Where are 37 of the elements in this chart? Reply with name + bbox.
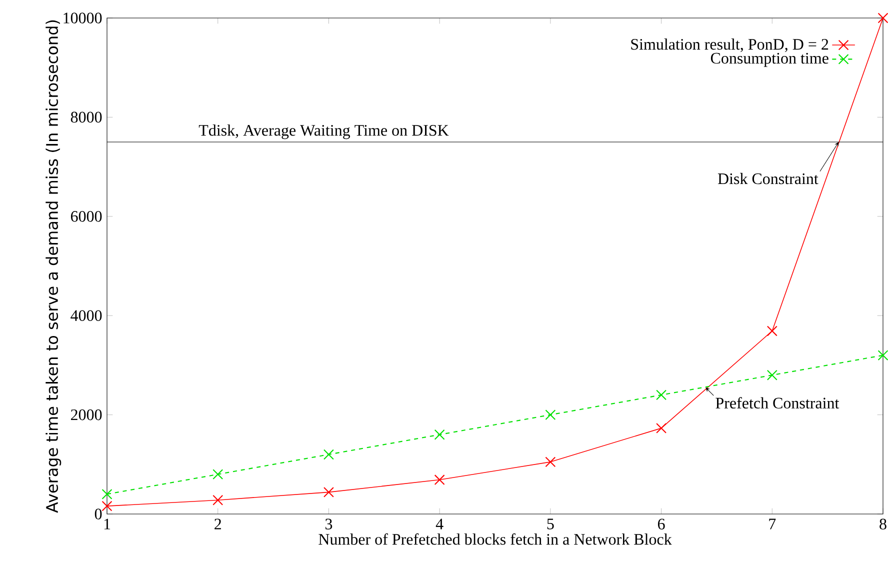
y-tick-label: 4000	[70, 310, 102, 321]
x-tick-label: 7	[769, 518, 776, 530]
point	[656, 390, 667, 400]
x-tick-label: 8	[880, 518, 886, 530]
annotation: Disk Constraint	[718, 172, 818, 184]
y-tick-label: 0	[94, 508, 102, 520]
point	[212, 469, 224, 480]
point	[878, 350, 888, 361]
point	[545, 456, 556, 468]
point	[212, 494, 224, 506]
x-axis-title: Number of Prefetched blocks fetch in a Network Block	[318, 533, 672, 545]
point	[323, 486, 334, 498]
point	[102, 488, 112, 500]
point	[323, 449, 334, 460]
ref-line-label: Tdisk, Average Waiting Time on DISK	[198, 124, 449, 140]
point	[766, 326, 778, 336]
point	[434, 429, 445, 440]
point	[434, 474, 445, 486]
point	[878, 12, 888, 24]
point	[102, 500, 112, 512]
y-tick-label: 10000	[64, 12, 102, 24]
y-tick-label: 2000	[71, 409, 102, 420]
x-tick-label: 3	[325, 518, 332, 530]
point	[545, 410, 556, 420]
y-axis-title: Average time taken to serve a demand miss (In microsecond)	[46, 20, 62, 513]
annotation: Prefetch Constraint	[716, 397, 840, 409]
x-tick-label: 5	[547, 518, 554, 530]
y-tick-label: 8000	[70, 112, 102, 123]
x-tick-label: 2	[214, 518, 221, 530]
x-tick-label: 1	[104, 518, 110, 530]
x-tick-label: 6	[658, 518, 665, 530]
legend-label: Consumption time	[710, 52, 828, 67]
legend-label: Simulation result, PonD, D = 2	[631, 38, 828, 52]
x-tick-label: 4	[436, 518, 444, 530]
y-tick-label: 6000	[70, 211, 102, 222]
point	[766, 370, 778, 380]
point	[656, 422, 667, 434]
